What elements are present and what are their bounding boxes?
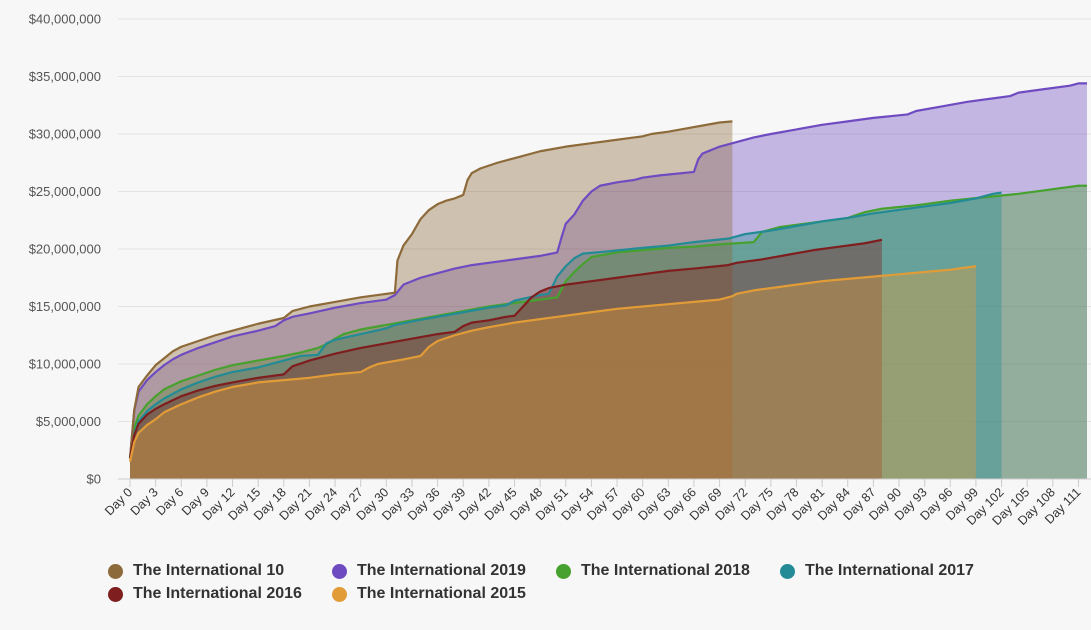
legend-marker-icon [780, 563, 795, 579]
y-tick-label: $5,000,000 [36, 414, 101, 429]
y-tick-label: $25,000,000 [29, 184, 101, 199]
legend-label: The International 2018 [581, 562, 750, 579]
x-tick-label: Day 6 [153, 485, 186, 518]
series-area [130, 121, 733, 479]
legend-marker-icon [332, 586, 347, 602]
series-line [128, 184, 1087, 459]
y-tick-label: $10,000,000 [29, 357, 101, 372]
series-area [130, 83, 1087, 480]
series-lines [128, 82, 1087, 462]
y-tick-label: $20,000,000 [29, 242, 101, 257]
series-line [128, 82, 1087, 459]
series-area [130, 192, 1002, 479]
series-area [130, 239, 882, 479]
legend-label: The International 2019 [357, 562, 526, 579]
series-line [128, 238, 883, 459]
gridlines [118, 18, 1091, 480]
legend-item-ti10[interactable]: The International 10 [108, 562, 284, 580]
legend-marker-icon [108, 586, 123, 602]
y-tick-label: $35,000,000 [29, 69, 101, 84]
legend-label: The International 2015 [357, 585, 526, 602]
legend-marker-icon [108, 563, 123, 579]
series-line [128, 191, 1002, 459]
series-line [128, 120, 733, 459]
legend-label: The International 10 [133, 562, 285, 579]
legend-item-ti2015[interactable]: The International 2015 [332, 585, 526, 603]
x-tick-label: Day 3 [128, 485, 161, 518]
series-areas [130, 83, 1087, 480]
y-tick-label: $40,000,000 [29, 12, 101, 27]
legend-item-ti2018[interactable]: The International 2018 [556, 562, 750, 580]
legend-marker-icon [556, 563, 571, 579]
series-line [128, 265, 977, 462]
series-area [130, 266, 976, 479]
series-area [130, 185, 1087, 479]
legend-marker-icon [332, 563, 347, 579]
x-tick-label: Day 0 [102, 485, 135, 518]
legend-label: The International 2017 [805, 562, 974, 579]
y-tick-label: $0 [87, 472, 101, 487]
legend-item-ti2019[interactable]: The International 2019 [332, 562, 526, 580]
legend-item-ti2016[interactable]: The International 2016 [108, 585, 302, 603]
y-tick-label: $15,000,000 [29, 299, 101, 314]
y-tick-label: $30,000,000 [29, 127, 101, 142]
legend-label: The International 2016 [133, 585, 302, 602]
legend-item-ti2017[interactable]: The International 2017 [780, 562, 974, 580]
